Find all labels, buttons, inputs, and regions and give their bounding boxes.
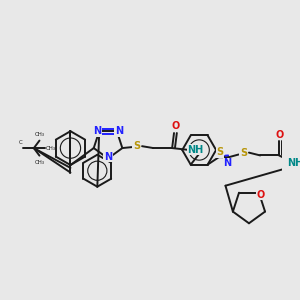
Text: O: O	[172, 122, 180, 131]
Text: O: O	[257, 190, 265, 200]
Text: NH: NH	[287, 158, 300, 168]
Text: CH₃: CH₃	[34, 160, 44, 165]
Text: NH: NH	[188, 145, 204, 155]
Text: CH₃: CH₃	[34, 133, 44, 137]
Text: N: N	[93, 126, 101, 136]
Text: N: N	[104, 152, 112, 162]
Text: S: S	[216, 147, 224, 158]
Text: C: C	[19, 140, 22, 145]
Text: N: N	[223, 158, 231, 168]
Text: CH₃: CH₃	[46, 146, 56, 151]
Text: S: S	[240, 148, 247, 158]
Text: N: N	[115, 126, 123, 136]
Text: S: S	[133, 141, 140, 151]
Text: O: O	[276, 130, 284, 140]
